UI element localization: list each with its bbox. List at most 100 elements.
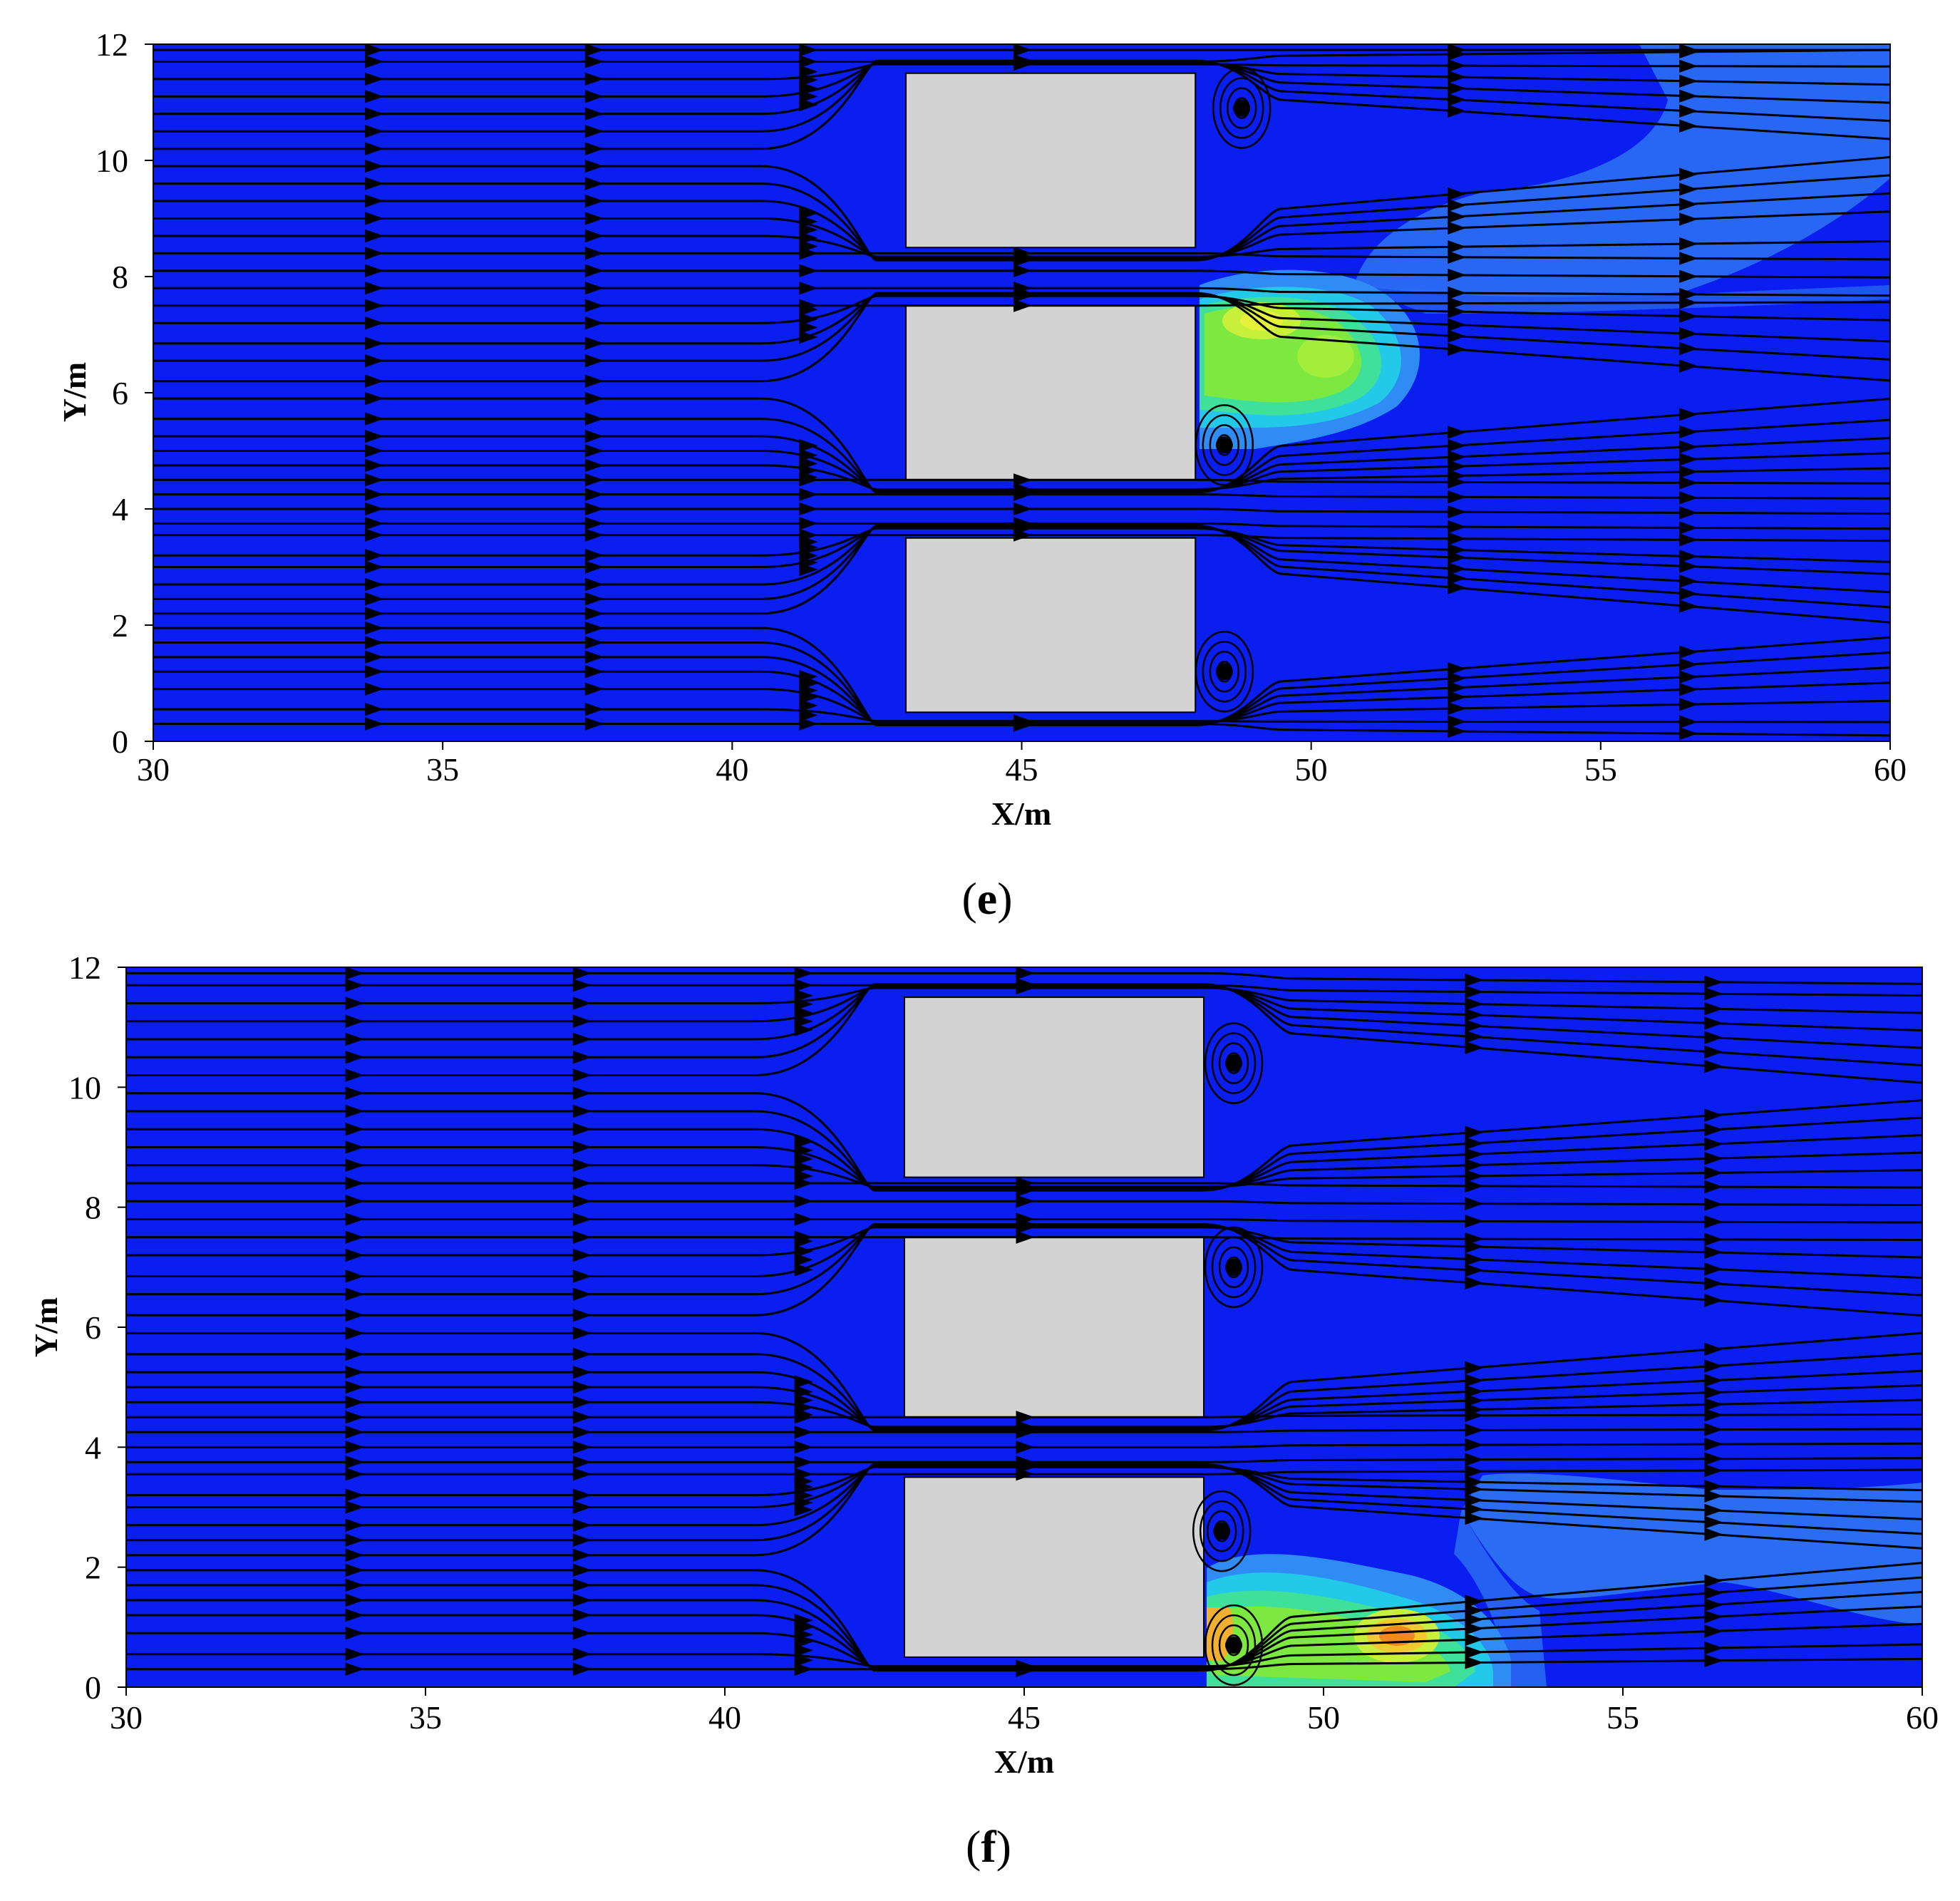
streamline-arrow-f-14-6 (1704, 1452, 1723, 1465)
streamline-arrow-e-37-2 (584, 125, 604, 138)
streamline-arrow-e-7-5 (1448, 662, 1467, 676)
streamline-arrow-f-35-3 (794, 1135, 813, 1149)
vortex-core-e-1 (1215, 436, 1233, 454)
vortex-ring-f-2-4 (1204, 1226, 1264, 1309)
x-axis-e: 30 35 40 45 50 55 60 (137, 741, 1907, 788)
streamline-arrow-f-2-6 (1704, 1641, 1723, 1655)
vortex-ring-f-3-3 (1199, 1500, 1244, 1562)
streamline-arrow-e-34-6 (1679, 182, 1698, 196)
streamline-arrow-e-15-6 (1679, 506, 1698, 520)
streamline-arrow-e-10-6 (1679, 575, 1698, 588)
streamline-f-7 (126, 1562, 1923, 1672)
streamline-arrow-f-28-4 (1016, 1212, 1035, 1226)
streamline-arrow-e-14-3 (799, 517, 818, 530)
streamline-arrow-f-3-6 (1704, 1624, 1723, 1638)
obstacle-f-3 (904, 1476, 1205, 1658)
vortex-ring-f-2-2 (1218, 1246, 1249, 1289)
y-tick-label-f-8: 8 (85, 1190, 101, 1226)
streamline-arrow-e-17-4 (1013, 473, 1033, 487)
streamline-arrow-e-38-5 (1448, 81, 1467, 96)
streamline-arrow-f-13-6 (1704, 1463, 1723, 1478)
streamline-arrow-e-22-2 (584, 392, 604, 406)
streamline-arrow-e-20-6 (1679, 440, 1698, 454)
vortex-ring-f-4-3 (1211, 1614, 1257, 1676)
streamline-arrow-e-8-1 (365, 607, 384, 620)
streamline-arrow-e-26-1 (365, 316, 384, 330)
streamline-arrow-e-9-5 (1448, 572, 1467, 585)
streamline-arrow-e-27-4 (1013, 299, 1033, 312)
y-tick-label-f-2: 2 (85, 1550, 101, 1586)
streamline-arrow-f-31-2 (572, 1158, 592, 1172)
streamline-arrow-f-7-2 (572, 1563, 592, 1577)
streamline-arrow-e-17-1 (365, 473, 384, 487)
streamline-arrow-e-30-1 (365, 247, 384, 260)
vortex-ring-e-3-3 (1219, 77, 1264, 139)
streamline-arrow-f-35-2 (572, 1086, 592, 1100)
streamline-arrow-f-21-5 (1465, 1374, 1484, 1387)
streamline-arrow-e-16-5 (1448, 490, 1467, 504)
streamline-arrow-f-10-1 (345, 1518, 364, 1532)
streamline-arrow-f-15-6 (1704, 1438, 1723, 1451)
streamline-arrow-e-36-2 (584, 142, 604, 155)
y-tick-label-f-4: 4 (85, 1429, 101, 1465)
streamline-arrow-e-24-1 (365, 354, 384, 368)
streamline-arrow-e-11-5 (1448, 551, 1467, 565)
streamline-arrow-f-1-1 (345, 1662, 364, 1676)
vortex-ring-e-2-4 (1195, 630, 1254, 713)
streamline-arrow-e-26-4 (1013, 289, 1033, 303)
y-tick-label-f-10: 10 (68, 1069, 101, 1106)
streamline-arrow-f-38-1 (345, 1032, 364, 1046)
streamline-arrow-f-39-2 (572, 1014, 592, 1028)
y-tick-label-e-6: 6 (112, 375, 128, 411)
streamline-arrow-e-31-5 (1448, 240, 1467, 254)
y-axis-f: 0 2 4 6 8 10 12 (68, 949, 126, 1706)
streamline-arrow-f-27-2 (572, 1230, 592, 1244)
streamline-arrow-f-2-5 (1465, 1645, 1484, 1659)
streamline-arrow-f-19-6 (1704, 1386, 1723, 1399)
streamline-e-26 (153, 294, 1891, 324)
streamline-arrow-f-37-5 (1465, 1030, 1484, 1044)
streamline-arrow-f-25-2 (572, 1269, 592, 1283)
streamline-arrow-f-41-2 (572, 979, 592, 992)
vortex-ring-e-1-2 (1209, 424, 1240, 466)
streamline-arrow-e-28-5 (1448, 286, 1467, 300)
streamline-arrow-e-38-1 (365, 107, 384, 120)
streamline-f-12 (126, 1466, 1923, 1497)
streamline-arrow-f-21-6 (1704, 1359, 1723, 1373)
x-tick-label-e-45: 45 (1006, 751, 1038, 788)
streamline-arrow-e-40-3 (799, 65, 818, 78)
panel-label-e: (e) (961, 873, 1012, 924)
streamline-arrow-e-10-2 (584, 577, 604, 592)
streamline-arrow-e-22-3 (799, 439, 818, 453)
obstacle-e-3 (905, 537, 1197, 713)
streamline-arrow-e-31-1 (365, 229, 384, 243)
streamline-arrow-f-6-5 (1465, 1604, 1484, 1617)
streamline-arrow-e-36-5 (1448, 104, 1467, 118)
streamline-arrow-f-13-4 (1016, 1468, 1035, 1481)
streamline-arrow-e-36-1 (365, 142, 384, 155)
streamline-arrow-e-27-5 (1448, 297, 1467, 310)
streamline-arrow-f-18-1 (345, 1396, 364, 1409)
streamline-arrow-f-28-3 (794, 1212, 813, 1226)
streamline-arrow-f-17-2 (572, 1411, 592, 1424)
y-tick-label-e-8: 8 (112, 259, 128, 295)
streamline-arrow-e-23-5 (1448, 343, 1467, 356)
streamline-arrow-f-40-3 (794, 989, 813, 1002)
streamline-arrow-f-16-3 (794, 1426, 813, 1439)
streamline-arrow-f-28-6 (1704, 1215, 1723, 1229)
streamline-arrow-e-42-3 (799, 43, 818, 57)
streamline-arrow-f-21-2 (572, 1347, 592, 1361)
streamline-arrow-f-40-6 (1704, 1002, 1723, 1016)
streamline-arrow-e-13-4 (1013, 528, 1033, 542)
streamline-arrow-e-3-1 (365, 682, 384, 696)
streamline-arrow-e-17-2 (584, 473, 604, 487)
x-tick-label-e-40: 40 (716, 751, 748, 788)
streamline-e-35 (153, 155, 1891, 262)
streamline-arrow-e-8-6 (1679, 599, 1698, 613)
streamline-arrow-e-33-2 (584, 194, 604, 208)
streamline-arrow-e-29-6 (1679, 269, 1698, 283)
x-tick-label-e-60: 60 (1874, 751, 1907, 788)
streamline-arrow-e-21-3 (799, 448, 818, 462)
streamline-arrow-e-34-1 (365, 177, 384, 190)
streamline-arrow-f-11-1 (345, 1500, 364, 1514)
